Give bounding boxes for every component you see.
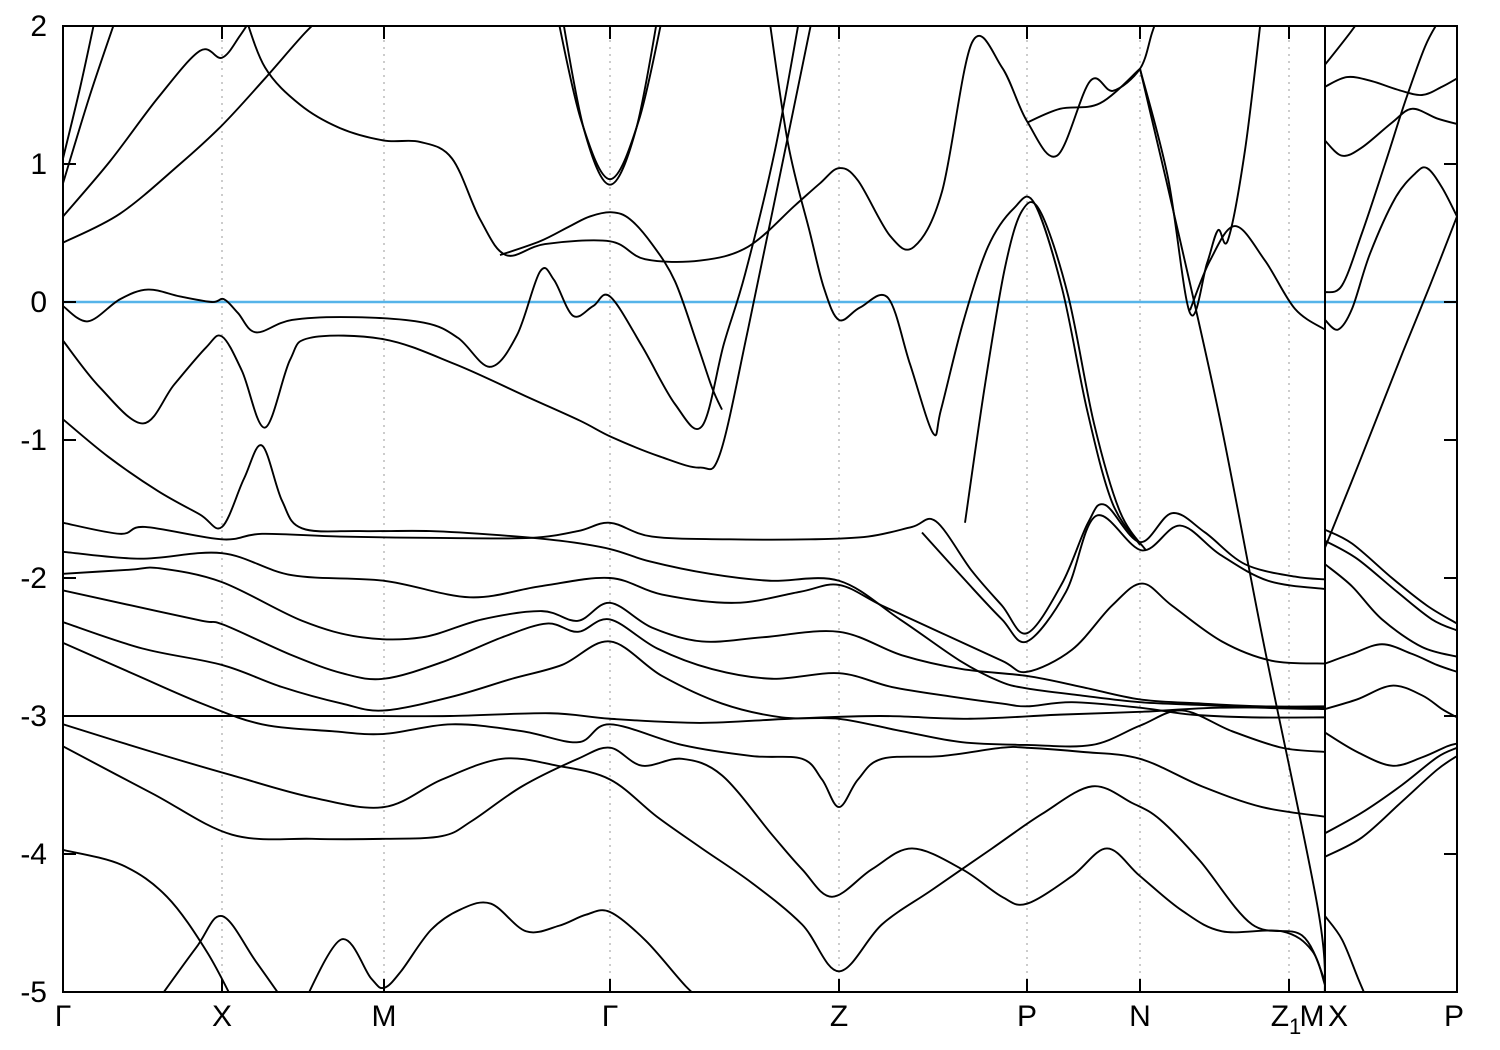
band-line xyxy=(63,566,1326,708)
band-line xyxy=(1324,539,1457,632)
band-line xyxy=(63,26,248,218)
y-axis-tick-label: -3 xyxy=(20,700,47,733)
y-axis-tick-label: -1 xyxy=(20,424,47,457)
band-line xyxy=(1324,731,1457,767)
k-point-label: X xyxy=(212,1000,232,1033)
band-line xyxy=(63,418,1326,711)
band-line xyxy=(308,901,693,992)
band-line xyxy=(63,589,1326,719)
band-line xyxy=(63,26,812,471)
k-point-label: P xyxy=(1017,1000,1037,1033)
k-point-label: Γ xyxy=(55,1000,72,1033)
k-point-label: M xyxy=(372,1000,397,1033)
band-line xyxy=(921,514,1326,644)
band-line xyxy=(63,26,800,430)
k-point-label: Z1 xyxy=(1271,1000,1302,1039)
band-line xyxy=(1324,528,1457,625)
band-line xyxy=(1324,915,1365,992)
band-line xyxy=(63,503,1326,635)
k-point-label: Z xyxy=(830,1000,848,1033)
plot-frame xyxy=(62,25,1458,993)
k-point-label: N xyxy=(1129,1000,1151,1033)
band-line xyxy=(1324,684,1457,719)
band-line xyxy=(1324,26,1437,294)
band-line xyxy=(1324,26,1357,66)
band-line xyxy=(1324,75,1457,96)
band-line xyxy=(1324,643,1457,673)
k-point-label: X xyxy=(1328,1000,1348,1033)
y-axis-tick-label: -5 xyxy=(20,976,47,1009)
band-line xyxy=(1324,563,1457,658)
y-axis-tick-label: -2 xyxy=(20,562,47,595)
band-line xyxy=(1324,166,1457,331)
band-line xyxy=(1139,26,1262,317)
band-line xyxy=(562,26,658,186)
k-point-label: P xyxy=(1444,1000,1464,1033)
band-line xyxy=(558,26,662,181)
y-axis-tick-label: 1 xyxy=(30,148,47,181)
gridlines xyxy=(221,26,1290,992)
band-line xyxy=(63,745,1326,986)
band-line xyxy=(63,723,1326,982)
energy-bands xyxy=(63,26,1457,992)
band-line xyxy=(63,621,1326,753)
y-axis-tick-label: 2 xyxy=(30,10,47,43)
y-axis-tick-label: -4 xyxy=(20,838,47,871)
y-axis-tick-label: 0 xyxy=(30,286,47,319)
band-line xyxy=(1139,68,1326,992)
band-line xyxy=(499,211,723,411)
band-line xyxy=(63,706,1326,724)
band-line xyxy=(162,915,279,992)
band-line xyxy=(63,26,95,159)
band-line xyxy=(1324,755,1457,858)
band-line xyxy=(63,641,1326,818)
k-point-label: M xyxy=(1300,1000,1325,1033)
band-line xyxy=(1324,107,1457,157)
band-line xyxy=(247,26,1156,263)
band-line xyxy=(63,550,1326,674)
band-line xyxy=(1324,746,1457,835)
band-line xyxy=(769,26,1141,546)
band-line xyxy=(63,848,230,992)
k-point-label: Γ xyxy=(602,1000,619,1033)
band-line xyxy=(1026,68,1141,124)
band-line xyxy=(1324,216,1457,548)
band-line xyxy=(964,201,1147,551)
axis-ticks xyxy=(63,25,1457,993)
band-line xyxy=(1189,225,1326,331)
band-line xyxy=(63,26,314,244)
